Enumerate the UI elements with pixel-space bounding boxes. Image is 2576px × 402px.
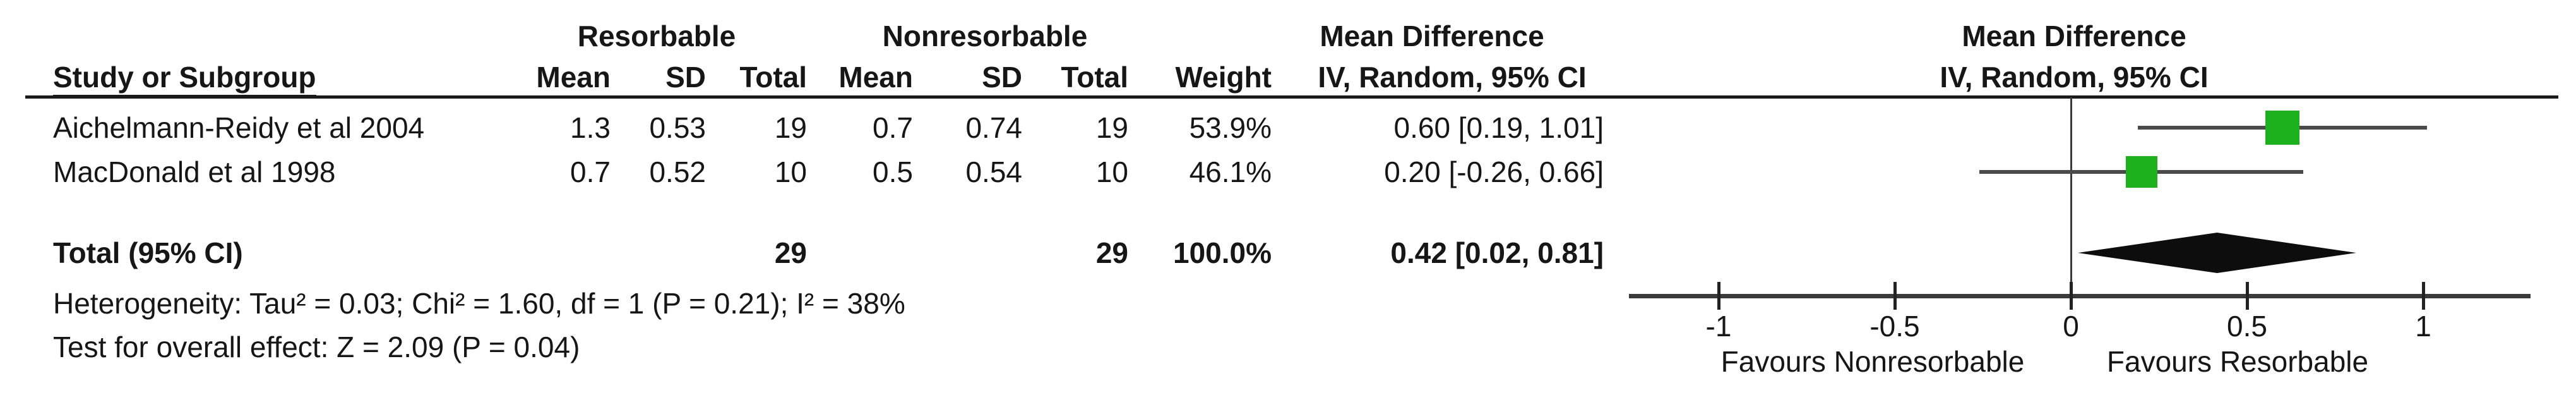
total-nonresorbable-value: 19 — [1095, 111, 1128, 144]
total-diamond — [2078, 233, 2356, 273]
study-name: Aichelmann-Reidy et al 2004 — [53, 111, 425, 144]
mean-resorbable-value: 1.3 — [570, 111, 611, 144]
axis-tick — [2422, 282, 2425, 310]
weight-value: 46.1% — [1189, 155, 1272, 188]
total-ci-value: 0.42 [0.02, 0.81] — [1390, 236, 1604, 269]
group-header-mean-difference-plot: Mean Difference — [1962, 20, 2186, 52]
total-weight-value: 100.0% — [1172, 236, 1272, 269]
total-nonresorbable-value: 10 — [1095, 155, 1128, 188]
study-name: MacDonald et al 1998 — [53, 155, 336, 188]
effect-square — [2126, 156, 2157, 188]
total-resorbable-value: 10 — [774, 155, 807, 188]
mean-resorbable-value: 0.7 — [570, 155, 611, 188]
column-header-weight: Weight — [1175, 61, 1272, 94]
axis-tick-label: 1 — [2415, 310, 2431, 343]
mean-nonresorbable-value: 0.7 — [873, 111, 913, 144]
column-header-mean-resorbable: Mean — [536, 61, 611, 94]
axis-tick-label: -1 — [1705, 310, 1732, 343]
total-nonresorbable-sum: 29 — [1095, 236, 1128, 269]
column-header-total-nonresorbable: Total — [1061, 61, 1128, 94]
axis-tick — [1717, 282, 1720, 310]
favours-right-label: Favours Resorbable — [2106, 345, 2369, 378]
axis-tick — [1893, 282, 1897, 310]
column-header-ci-text: IV, Random, 95% CI — [1318, 61, 1587, 94]
total-resorbable-value: 19 — [774, 111, 807, 144]
ci-value: 0.20 [-0.26, 0.66] — [1384, 155, 1604, 188]
mean-nonresorbable-value: 0.5 — [873, 155, 913, 188]
sd-resorbable-value: 0.52 — [649, 155, 706, 188]
sd-nonresorbable-value: 0.54 — [965, 155, 1022, 188]
column-header-study-label: Study or Subgroup — [53, 61, 316, 98]
x-axis-line — [1629, 294, 2531, 298]
group-header-mean-difference-text: Mean Difference — [1320, 20, 1544, 52]
sd-resorbable-value: 0.53 — [649, 111, 706, 144]
effect-square — [2265, 111, 2299, 145]
total-resorbable-sum: 29 — [774, 236, 807, 269]
axis-tick-label: 0.5 — [2227, 310, 2267, 343]
column-header-sd-nonresorbable: SD — [982, 61, 1022, 94]
column-header-sd-resorbable: SD — [665, 61, 706, 94]
axis-tick-label: -0.5 — [1869, 310, 1920, 343]
axis-tick — [2070, 282, 2073, 310]
column-header-ci-plot: IV, Random, 95% CI — [1940, 61, 2209, 94]
header-rule — [25, 95, 2558, 99]
axis-tick-label: 0 — [2063, 310, 2079, 343]
heterogeneity-stats: Heterogeneity: Tau² = 0.03; Chi² = 1.60,… — [53, 287, 905, 320]
column-header-total-resorbable: Total — [739, 61, 807, 94]
overall-effect-stats: Test for overall effect: Z = 2.09 (P = 0… — [53, 331, 580, 363]
axis-tick — [2246, 282, 2249, 310]
ci-value: 0.60 [0.19, 1.01] — [1393, 111, 1604, 144]
total-row-label: Total (95% CI) — [53, 236, 243, 269]
favours-left-label: Favours Nonresorbable — [1720, 345, 2025, 378]
weight-value: 53.9% — [1189, 111, 1272, 144]
zero-reference-line — [2070, 97, 2072, 310]
column-header-study: Study or Subgroup — [53, 61, 316, 98]
column-header-mean-nonresorbable: Mean — [838, 61, 913, 94]
sd-nonresorbable-value: 0.74 — [965, 111, 1022, 144]
group-header-resorbable: Resorbable — [577, 20, 736, 52]
group-header-nonresorbable: Nonresorbable — [882, 20, 1088, 52]
